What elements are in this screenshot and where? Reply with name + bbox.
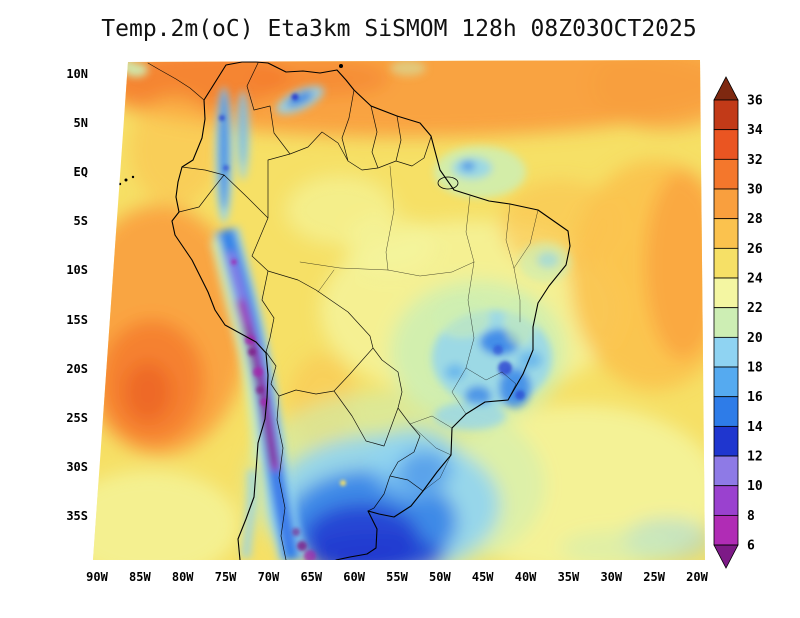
colorbar-segment	[714, 248, 738, 278]
colorbar-segment	[714, 456, 738, 486]
field-large-scale	[60, 33, 740, 580]
colorbar-label: 34	[747, 123, 763, 138]
colorbar-segment	[714, 515, 738, 545]
colorbar-label: 14	[747, 420, 763, 435]
colorbar-segment	[714, 486, 738, 516]
colorbar-label: 24	[747, 272, 763, 287]
colorbar-label: 6	[747, 539, 755, 554]
colorbar-segment	[714, 337, 738, 367]
colorbar-label: 32	[747, 153, 763, 168]
colorbar-triangle-top	[714, 77, 738, 100]
colorbar-segment	[714, 426, 738, 456]
colorbar-segment	[714, 308, 738, 338]
colorbar-triangle-bottom	[714, 545, 738, 568]
colorbar-label: 12	[747, 450, 763, 465]
colorbar-label: 36	[747, 94, 763, 109]
colorbar-label: 16	[747, 390, 763, 405]
colorbar-label: 30	[747, 183, 763, 198]
weather-map-page: Temp.2m(oC) Eta3km SiSMOM 128h 08Z03OCT2…	[0, 0, 800, 618]
colorbar-label: 8	[747, 509, 755, 524]
colorbar-label: 18	[747, 361, 763, 376]
colorbar-label: 20	[747, 331, 763, 346]
colorbar-label: 22	[747, 301, 763, 316]
colorbar-segment	[714, 100, 738, 130]
colorbar-segment	[714, 130, 738, 160]
temperature-field	[60, 33, 740, 580]
colorbar-label: 10	[747, 479, 763, 494]
colorbar-label: 28	[747, 212, 763, 227]
colorbar-segment	[714, 278, 738, 308]
colorbar-label: 26	[747, 242, 763, 257]
colorbar-segment	[714, 219, 738, 249]
colorbar: 36 34 32 30 28 26 24 22 20 18 16 14 12 10 8 6	[700, 0, 800, 618]
colorbar-segment	[714, 159, 738, 189]
colorbar-segment	[714, 397, 738, 427]
map-plot	[0, 0, 800, 618]
colorbar-segment	[714, 189, 738, 219]
colorbar-segment	[714, 367, 738, 397]
